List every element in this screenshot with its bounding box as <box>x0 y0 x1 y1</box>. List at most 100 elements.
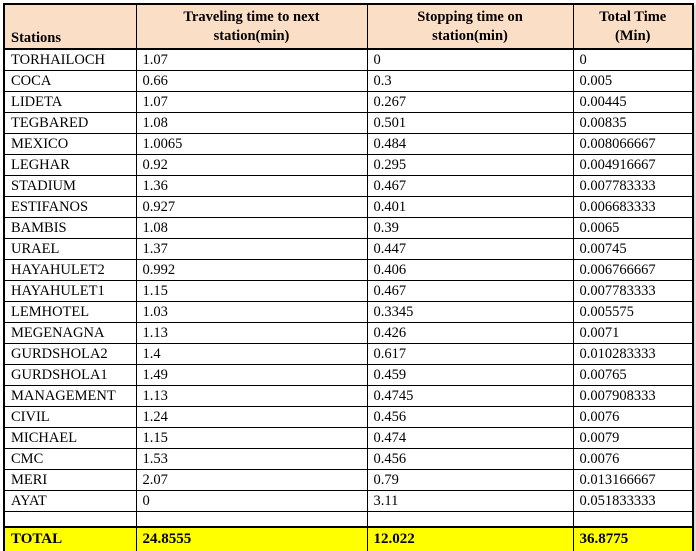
stopping-time-cell: 0.467 <box>366 280 574 302</box>
stopping-time-cell: 0.295 <box>366 154 574 176</box>
table-row: CIVIL 1.24 0.456 0.0076 <box>3 406 694 428</box>
stopping-time-cell: 0 <box>366 48 574 71</box>
table-footer: TOTAL 24.8555 12.022 36.8775 <box>3 511 694 551</box>
table-row: LEGHAR 0.92 0.295 0.004916667 <box>3 154 694 176</box>
station-cell: TEGBARED <box>3 112 137 134</box>
station-cell: ESTIFANOS <box>3 196 137 218</box>
station-cell: MEXICO <box>3 133 137 155</box>
total-time-cell: 0.00745 <box>572 238 694 260</box>
total-time-cell: 0.00835 <box>572 112 694 134</box>
station-cell: MEGENAGNA <box>3 322 137 344</box>
table-row: MICHAEL 1.15 0.474 0.0079 <box>3 427 694 449</box>
stopping-time-cell: 0.501 <box>366 112 574 134</box>
stopping-time-cell: 0.474 <box>366 427 574 449</box>
table-row: TORHAILOCH 1.07 0 0 <box>3 48 694 71</box>
stopping-time-cell: 0.617 <box>366 343 574 365</box>
table-row: LEMHOTEL 1.03 0.3345 0.005575 <box>3 301 694 323</box>
station-cell: MICHAEL <box>3 427 137 449</box>
total-time-cell: 0.00445 <box>572 91 694 113</box>
total-time-cell: 0.00765 <box>572 364 694 386</box>
traveling-time-cell: 1.15 <box>135 280 368 302</box>
stopping-time-cell: 0.267 <box>366 91 574 113</box>
station-cell: LIDETA <box>3 91 137 113</box>
total-total-cell: 36.8775 <box>572 526 694 551</box>
stopping-time-cell: 0.467 <box>366 175 574 197</box>
station-cell: COCA <box>3 70 137 92</box>
total-time-cell: 0 <box>572 48 694 71</box>
traveling-time-cell: 1.0065 <box>135 133 368 155</box>
station-cell: MERI <box>3 469 137 491</box>
total-time-cell: 0.005575 <box>572 301 694 323</box>
table-row: GURDSHOLA2 1.4 0.617 0.010283333 <box>3 343 694 365</box>
total-time-cell: 0.007908333 <box>572 385 694 407</box>
total-traveling-cell: 24.8555 <box>135 526 368 551</box>
total-time-cell: 0.004916667 <box>572 154 694 176</box>
traveling-time-cell: 2.07 <box>135 469 368 491</box>
station-cell: HAYAHULET2 <box>3 259 137 281</box>
station-cell: URAEL <box>3 238 137 260</box>
station-cell: STADIUM <box>3 175 137 197</box>
stopping-time-cell: 0.4745 <box>366 385 574 407</box>
traveling-time-cell: 1.07 <box>135 91 368 113</box>
traveling-time-cell: 0.992 <box>135 259 368 281</box>
table-row: MEXICO 1.0065 0.484 0.008066667 <box>3 133 694 155</box>
stopping-time-cell: 3.11 <box>366 490 574 512</box>
traveling-time-cell: 1.08 <box>135 217 368 239</box>
stopping-time-cell: 0.401 <box>366 196 574 218</box>
table-row: URAEL 1.37 0.447 0.00745 <box>3 238 694 260</box>
stopping-time-cell: 0.456 <box>366 406 574 428</box>
empty-cell <box>3 511 137 528</box>
station-cell: AYAT <box>3 490 137 512</box>
traveling-time-cell: 0.92 <box>135 154 368 176</box>
empty-row <box>3 511 694 528</box>
total-time-cell: 0.010283333 <box>572 343 694 365</box>
empty-cell <box>572 511 694 528</box>
station-cell: HAYAHULET1 <box>3 280 137 302</box>
header-total-time: Total Time (Min) <box>572 3 694 50</box>
stopping-time-cell: 0.406 <box>366 259 574 281</box>
traveling-time-cell: 1.53 <box>135 448 368 470</box>
station-cell: GURDSHOLA2 <box>3 343 137 365</box>
total-time-cell: 0.0079 <box>572 427 694 449</box>
page: Stations Traveling time to next station(… <box>0 3 696 551</box>
table-row: GURDSHOLA1 1.49 0.459 0.00765 <box>3 364 694 386</box>
table-header: Stations Traveling time to next station(… <box>3 3 694 50</box>
table-row: MANAGEMENT 1.13 0.4745 0.007908333 <box>3 385 694 407</box>
stopping-time-cell: 0.39 <box>366 217 574 239</box>
traveling-time-cell: 1.07 <box>135 48 368 71</box>
header-stopping-time: Stopping time on station(min) <box>366 3 574 50</box>
total-time-cell: 0.0071 <box>572 322 694 344</box>
table-row: CMC 1.53 0.456 0.0076 <box>3 448 694 470</box>
station-cell: TORHAILOCH <box>3 48 137 71</box>
total-stopping-cell: 12.022 <box>366 526 574 551</box>
station-cell: BAMBIS <box>3 217 137 239</box>
stations-table: Stations Traveling time to next station(… <box>3 3 694 551</box>
total-time-cell: 0.006766667 <box>572 259 694 281</box>
traveling-time-cell: 1.08 <box>135 112 368 134</box>
total-time-cell: 0.0076 <box>572 448 694 470</box>
total-time-cell: 0.008066667 <box>572 133 694 155</box>
table-row: COCA 0.66 0.3 0.005 <box>3 70 694 92</box>
traveling-time-cell: 1.24 <box>135 406 368 428</box>
total-time-cell: 0.0076 <box>572 406 694 428</box>
traveling-time-cell: 1.13 <box>135 385 368 407</box>
total-time-cell: 0.007783333 <box>572 175 694 197</box>
stopping-time-cell: 0.447 <box>366 238 574 260</box>
total-time-cell: 0.051833333 <box>572 490 694 512</box>
empty-cell <box>366 511 574 528</box>
total-time-cell: 0.007783333 <box>572 280 694 302</box>
stopping-time-cell: 0.3 <box>366 70 574 92</box>
total-time-cell: 0.0065 <box>572 217 694 239</box>
table-row: AYAT 0 3.11 0.051833333 <box>3 490 694 512</box>
station-cell: LEGHAR <box>3 154 137 176</box>
stations-table-body: TORHAILOCH 1.07 0 0 COCA 0.66 0.3 0.005 LIDETA 1.… <box>3 48 694 512</box>
station-cell: MANAGEMENT <box>3 385 137 407</box>
traveling-time-cell: 1.37 <box>135 238 368 260</box>
table-row: TEGBARED 1.08 0.501 0.00835 <box>3 112 694 134</box>
traveling-time-cell: 0.927 <box>135 196 368 218</box>
table-row: STADIUM 1.36 0.467 0.007783333 <box>3 175 694 197</box>
table-row: MERI 2.07 0.79 0.013166667 <box>3 469 694 491</box>
station-cell: CMC <box>3 448 137 470</box>
total-time-cell: 0.013166667 <box>572 469 694 491</box>
traveling-time-cell: 0 <box>135 490 368 512</box>
